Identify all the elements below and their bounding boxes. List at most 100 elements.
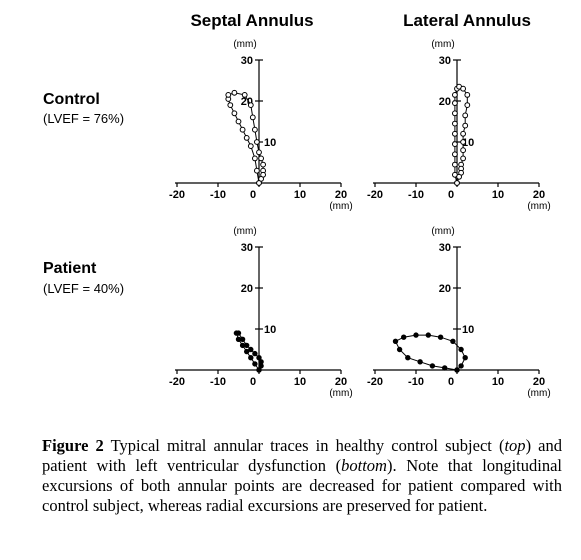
x-unit-label: (mm) [527, 388, 550, 399]
x-tick-label: -10 [408, 189, 424, 201]
data-point [442, 365, 448, 371]
data-point [452, 161, 458, 168]
row-subtitle-patient: (LVEF = 40%) [43, 281, 124, 296]
data-point [239, 336, 246, 342]
data-point [464, 102, 471, 108]
data-point [456, 173, 463, 180]
data-point [462, 355, 468, 361]
x-unit-label: (mm) [329, 201, 352, 212]
data-point [248, 355, 254, 361]
x-tick-label: -10 [210, 376, 226, 388]
data-point [396, 346, 403, 353]
data-point [231, 110, 238, 117]
data-point [437, 334, 444, 340]
data-point [254, 167, 260, 174]
x-tick-label: 0 [448, 189, 454, 201]
caption-text-3: ). Note that longitudinal excursions of … [42, 456, 562, 515]
caption-text-2: ) and patient with left ventricular dysf… [42, 436, 562, 475]
y-unit-label: (mm) [233, 39, 256, 50]
y-tick-label: 10 [462, 324, 474, 336]
x-tick-label: 0 [448, 376, 454, 388]
data-point [452, 120, 458, 127]
x-tick-label: 20 [335, 189, 347, 201]
figure-panel: Septal Annulus Lateral Annulus Control (… [43, 11, 551, 399]
y-unit-label: (mm) [431, 226, 454, 237]
data-point [460, 85, 467, 92]
data-point [235, 118, 242, 125]
x-tick-label: -10 [408, 376, 424, 388]
data-point [452, 141, 458, 148]
data-point [256, 367, 262, 373]
data-point [392, 338, 399, 344]
data-point [405, 355, 411, 361]
data-point [256, 180, 262, 186]
data-point [227, 102, 234, 108]
data-point [239, 126, 246, 133]
x-tick-label: -20 [169, 189, 185, 201]
data-point [252, 126, 258, 133]
caption-top: top [504, 436, 526, 455]
x-tick-label: 10 [492, 376, 504, 388]
data-point [235, 330, 242, 336]
column-title-septal: Septal Annulus [190, 11, 313, 30]
data-point [460, 147, 467, 154]
data-point [256, 149, 262, 156]
data-point [425, 332, 431, 338]
caption-bottom: bottom [341, 456, 387, 475]
data-point [429, 363, 436, 369]
y-tick-label: 30 [439, 55, 451, 67]
trace-line [394, 334, 466, 371]
y-tick-label: 10 [264, 137, 276, 149]
x-tick-label: 0 [250, 376, 256, 388]
data-point [252, 361, 258, 367]
y-tick-label: 30 [439, 242, 451, 254]
row-title-patient: Patient [43, 260, 97, 277]
data-point [464, 92, 471, 98]
data-point [454, 180, 460, 186]
x-tick-label: -20 [367, 376, 383, 388]
data-point [452, 92, 458, 98]
row-subtitle-control: (LVEF = 76%) [43, 111, 124, 126]
data-point [462, 122, 469, 129]
x-tick-label: -20 [367, 189, 383, 201]
data-point [248, 346, 254, 353]
data-point [452, 100, 458, 106]
data-point [458, 363, 464, 369]
data-point [452, 151, 458, 158]
y-tick-label: 20 [241, 283, 253, 295]
x-tick-label: 20 [335, 376, 347, 388]
data-point [413, 332, 419, 338]
y-tick-label: 10 [264, 324, 276, 336]
data-point [452, 130, 458, 137]
data-point [247, 143, 254, 150]
data-point [249, 114, 256, 121]
data-point [247, 102, 254, 108]
data-point [460, 139, 467, 145]
x-tick-label: 0 [250, 189, 256, 201]
data-point [462, 112, 469, 119]
x-unit-label: (mm) [527, 201, 550, 212]
data-point [460, 130, 467, 137]
data-point [260, 161, 267, 168]
data-point [241, 92, 248, 98]
y-unit-label: (mm) [233, 226, 256, 237]
data-point [225, 92, 232, 98]
data-point [417, 359, 423, 365]
data-point [452, 110, 458, 117]
data-point [458, 346, 464, 353]
x-tick-label: -20 [169, 376, 185, 388]
data-point [460, 155, 467, 162]
x-tick-label: 10 [294, 376, 306, 388]
x-tick-label: 20 [533, 189, 545, 201]
data-point [252, 350, 258, 357]
y-unit-label: (mm) [431, 39, 454, 50]
row-title-control: Control [43, 91, 100, 108]
data-point [454, 367, 460, 373]
column-title-lateral: Lateral Annulus [403, 11, 531, 30]
y-tick-label: 30 [241, 55, 253, 67]
y-tick-label: 30 [241, 242, 253, 254]
caption-text-1: Typical mitral annular traces in healthy… [103, 436, 505, 455]
